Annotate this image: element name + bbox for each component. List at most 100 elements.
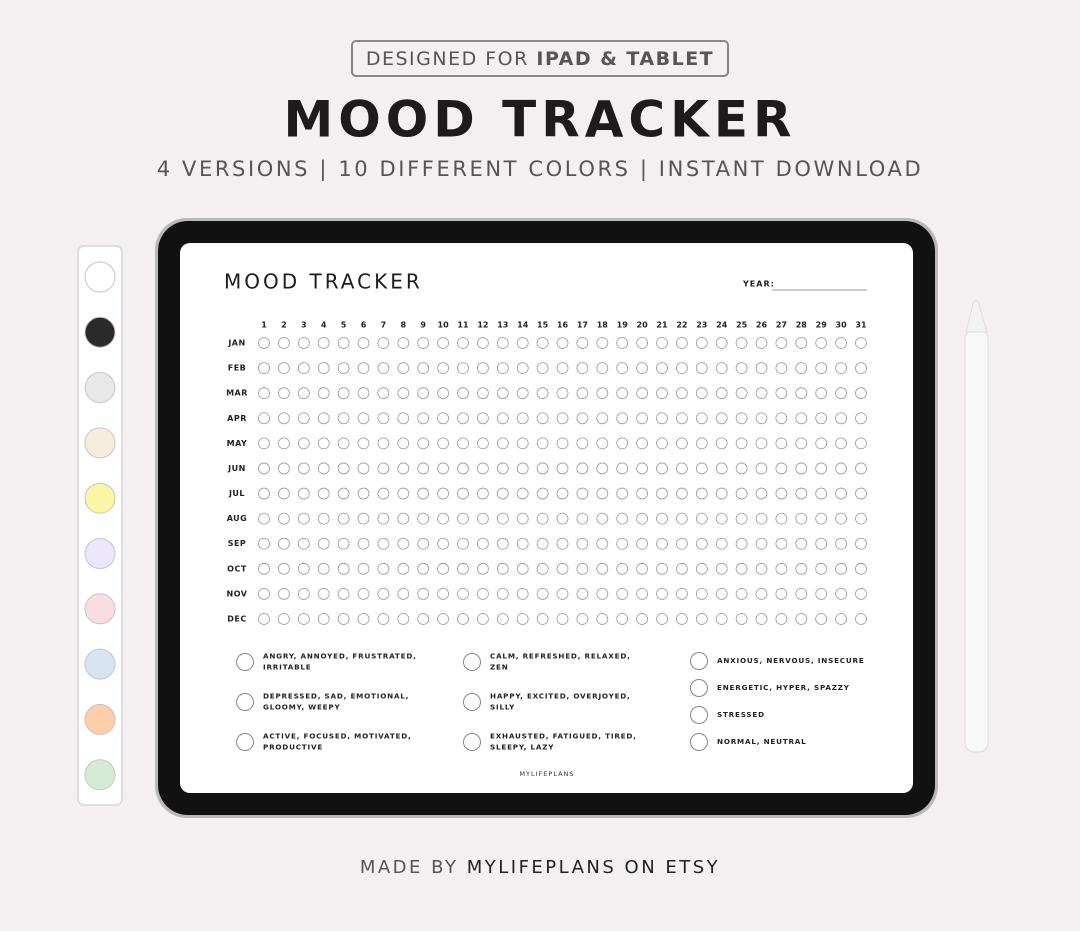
day-circle: [715, 337, 728, 349]
day-circle: [636, 337, 648, 349]
month-label: JUL: [228, 489, 245, 498]
day-circle: [317, 588, 330, 600]
day-circle: [616, 537, 629, 550]
day-circle: [775, 412, 788, 425]
day-circle: [695, 387, 708, 400]
day-circle: [397, 412, 410, 425]
main-title: MOOD TRACKER: [283, 91, 796, 149]
day-circle: [476, 437, 489, 450]
day-circle: [695, 437, 708, 450]
day-circle: [636, 487, 648, 500]
day-circle: [695, 487, 708, 500]
day-circle: [337, 613, 350, 625]
day-circle: [337, 462, 350, 475]
day-circle: [496, 613, 509, 625]
month-label: DEC: [227, 615, 246, 624]
day-circle: [596, 487, 609, 500]
day-circle: [357, 613, 370, 625]
day-circle: [815, 437, 828, 450]
legend-text: CALM, REFRESHED, RELAXED,: [490, 652, 631, 661]
day-circle: [297, 412, 310, 425]
day-circle: [855, 337, 867, 349]
day-circle: [496, 512, 509, 525]
day-circle: [277, 512, 290, 525]
day-circle: [835, 362, 847, 374]
day-circle: [317, 462, 330, 475]
day-circle: [755, 437, 768, 450]
day-circle: [337, 387, 350, 400]
legend-circle: [236, 693, 254, 711]
color-swatch: [84, 648, 116, 680]
day-circle: [775, 487, 788, 500]
day-circle: [596, 362, 609, 374]
day-circle: [815, 588, 828, 600]
day-circle: [596, 562, 609, 575]
day-circle: [476, 487, 489, 500]
day-circle: [258, 537, 270, 550]
day-circle: [297, 437, 310, 450]
day-circle: [277, 337, 290, 349]
day-label: 10: [438, 321, 450, 330]
day-label: 6: [361, 321, 367, 330]
day-label: 3: [301, 321, 307, 330]
day-circle: [616, 337, 629, 349]
day-circle: [636, 437, 648, 450]
day-circle: [496, 387, 509, 400]
day-circle: [835, 412, 847, 425]
color-swatch: [84, 759, 116, 791]
day-circle: [317, 437, 330, 450]
day-circle: [536, 362, 549, 374]
day-circle: [556, 362, 569, 374]
day-circle: [755, 512, 768, 525]
day-label: 14: [517, 321, 529, 330]
day-circle: [676, 537, 688, 550]
day-circle: [297, 387, 310, 400]
day-circle: [417, 588, 430, 600]
day-circle: [795, 337, 808, 349]
day-circle: [357, 362, 370, 374]
day-circle: [715, 487, 728, 500]
day-circle: [735, 362, 748, 374]
day-circle: [835, 337, 847, 349]
day-circle: [676, 337, 688, 349]
day-label: 17: [577, 321, 588, 330]
tablet-screen: [180, 243, 913, 793]
legend-text: ZEN: [490, 663, 509, 672]
day-circle: [496, 562, 509, 575]
day-label: 31: [855, 321, 867, 330]
day-circle: [516, 387, 529, 400]
day-circle: [715, 387, 728, 400]
day-circle: [775, 512, 788, 525]
day-circle: [795, 362, 808, 374]
day-circle: [855, 613, 867, 625]
day-circle: [676, 387, 688, 400]
legend-circle: [690, 706, 708, 724]
day-circle: [397, 588, 410, 600]
day-circle: [695, 537, 708, 550]
day-circle: [377, 537, 390, 550]
day-circle: [357, 512, 370, 525]
day-circle: [636, 512, 648, 525]
day-circle: [755, 613, 768, 625]
day-circle: [616, 562, 629, 575]
day-circle: [496, 487, 509, 500]
day-circle: [556, 512, 569, 525]
day-circle: [317, 537, 330, 550]
day-circle: [715, 412, 728, 425]
day-circle: [317, 487, 330, 500]
day-circle: [636, 537, 648, 550]
day-label: 4: [321, 321, 327, 330]
legend-circle: [690, 652, 708, 670]
badge-prefix: DESIGNED FOR: [366, 48, 529, 70]
day-circle: [536, 462, 549, 475]
legend-circle: [463, 653, 481, 671]
day-circle: [715, 588, 728, 600]
day-circle: [715, 462, 728, 475]
day-circle: [695, 512, 708, 525]
day-circle: [496, 337, 509, 349]
day-circle: [676, 588, 688, 600]
day-circle: [417, 537, 430, 550]
day-circle: [855, 537, 867, 550]
day-circle: [815, 387, 828, 400]
